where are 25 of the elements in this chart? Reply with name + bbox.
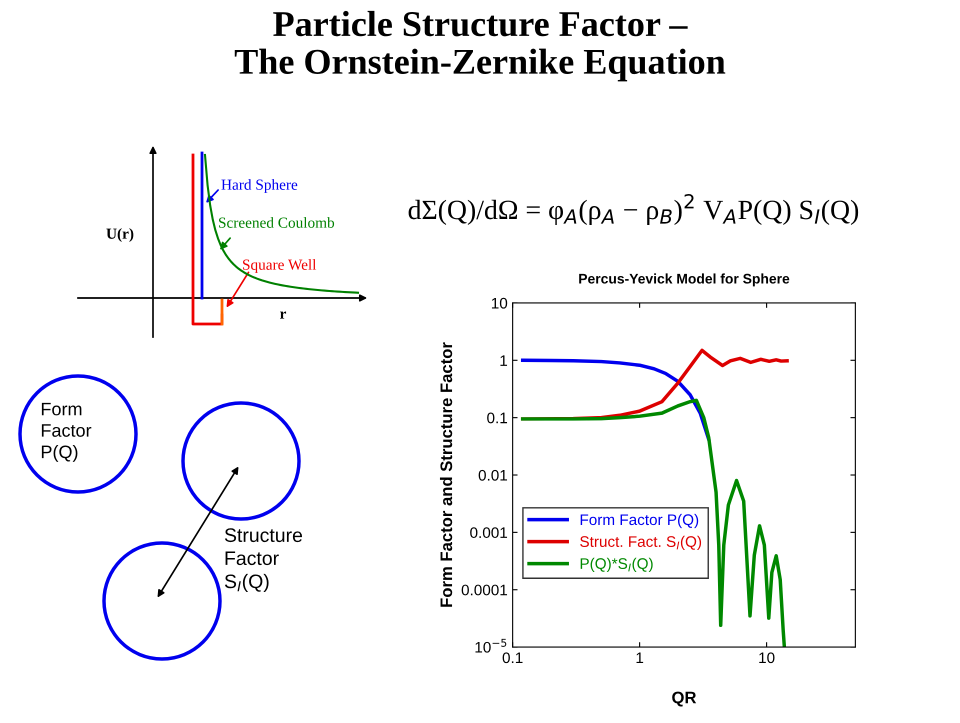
text: Hard Sphere [221,179,298,193]
y-tick-label: 0.01 [478,470,508,481]
text: dΣ(Q)/dΩ = φ$_{A}$(ρ$_{A}$ − ρ$_{B}$)$^{2}$ V$_{A}$P(Q) S$_{I}$(Q) [408,194,858,225]
chart-title: Particle Structure Factor – The Ornstein-Zernike Equation [234,10,726,82]
x-tick-label: 1 [636,652,644,664]
legend-label: Struct. Fact. S$_{I}$(Q) [580,536,702,550]
y-tick-label: 10$^{−5}$ [475,638,506,653]
y-tick-label: 10 [492,298,508,309]
text: Screened Coulomb [219,217,334,228]
text: Square Well [243,259,316,273]
y-tick-label: 0.0001 [462,584,508,596]
x-axis-title: QR [672,692,696,707]
legend-label: Form Factor P(Q) [580,514,698,528]
text: Form Factor P(Q) [42,402,92,462]
text: U(r) [106,228,134,242]
text: Structure Factor S$_{I}$(Q) [224,528,302,592]
text: r [280,311,286,319]
x-tick-label: 10 [759,652,775,664]
chart-subtitle: Percus-Yevick Model for Sphere [579,273,790,286]
legend-label: P(Q)*S$_{I}$(Q) [580,558,653,572]
x-tick-label: 0.1 [502,652,523,664]
y-axis-title: Form Factor and Structure Factor [440,342,452,607]
y-tick-label: 1 [500,355,508,366]
y-tick-label: 0.001 [470,527,508,538]
y-tick-label: 0.1 [487,412,508,424]
